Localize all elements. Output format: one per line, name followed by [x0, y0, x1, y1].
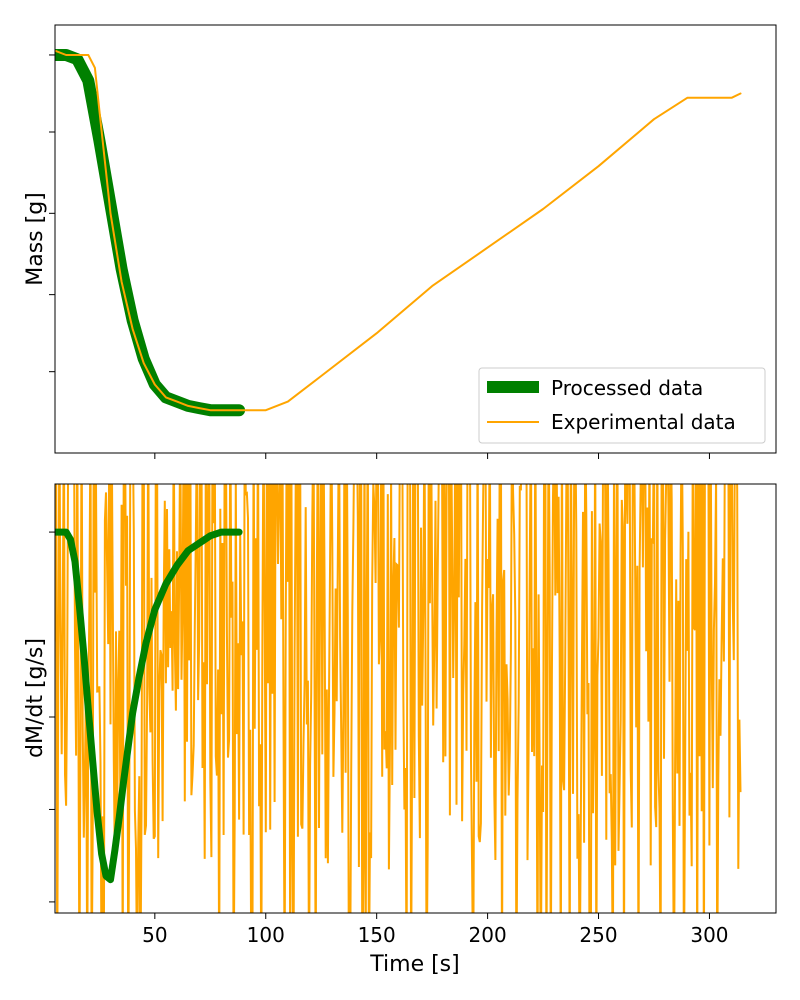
- x-tick-label-50: 50: [142, 923, 167, 947]
- mass-axes-frame: [54, 24, 777, 454]
- rate-y-axis-label: dM/dt [g/s]: [23, 638, 48, 758]
- mass-x-ticks: [154, 453, 710, 459]
- legend-box: [478, 367, 766, 444]
- rate-axes-frame: [54, 483, 777, 914]
- mass-series-group: [55, 49, 742, 417]
- mass-y-ticks: [49, 54, 55, 373]
- legend-label-processed: Processed data: [551, 376, 703, 400]
- rate-y-ticks: [49, 531, 55, 903]
- x-tick-label-250: 250: [579, 923, 617, 947]
- rate-series-experimental-noise: [55, 484, 742, 913]
- legend: Processed data Experimental data: [478, 367, 766, 444]
- mass-y-axis-label: Mass [g]: [23, 192, 48, 286]
- legend-label-experimental: Experimental data: [551, 410, 736, 434]
- rate-chart: 50 100 150 200 250 300 dM/dt [g/s] Time [s]: [23, 483, 777, 977]
- rate-x-ticks: 50 100 150 200 250 300: [142, 913, 729, 947]
- x-axis-label: Time [s]: [369, 952, 459, 977]
- rate-series-processed: [55, 528, 243, 884]
- mass-chart: Mass [g] Processed data Experimental dat…: [23, 24, 777, 459]
- rate-series-group: [55, 484, 742, 913]
- x-tick-label-150: 150: [358, 923, 396, 947]
- x-tick-label-300: 300: [690, 923, 728, 947]
- x-tick-label-100: 100: [247, 923, 285, 947]
- x-tick-label-200: 200: [469, 923, 507, 947]
